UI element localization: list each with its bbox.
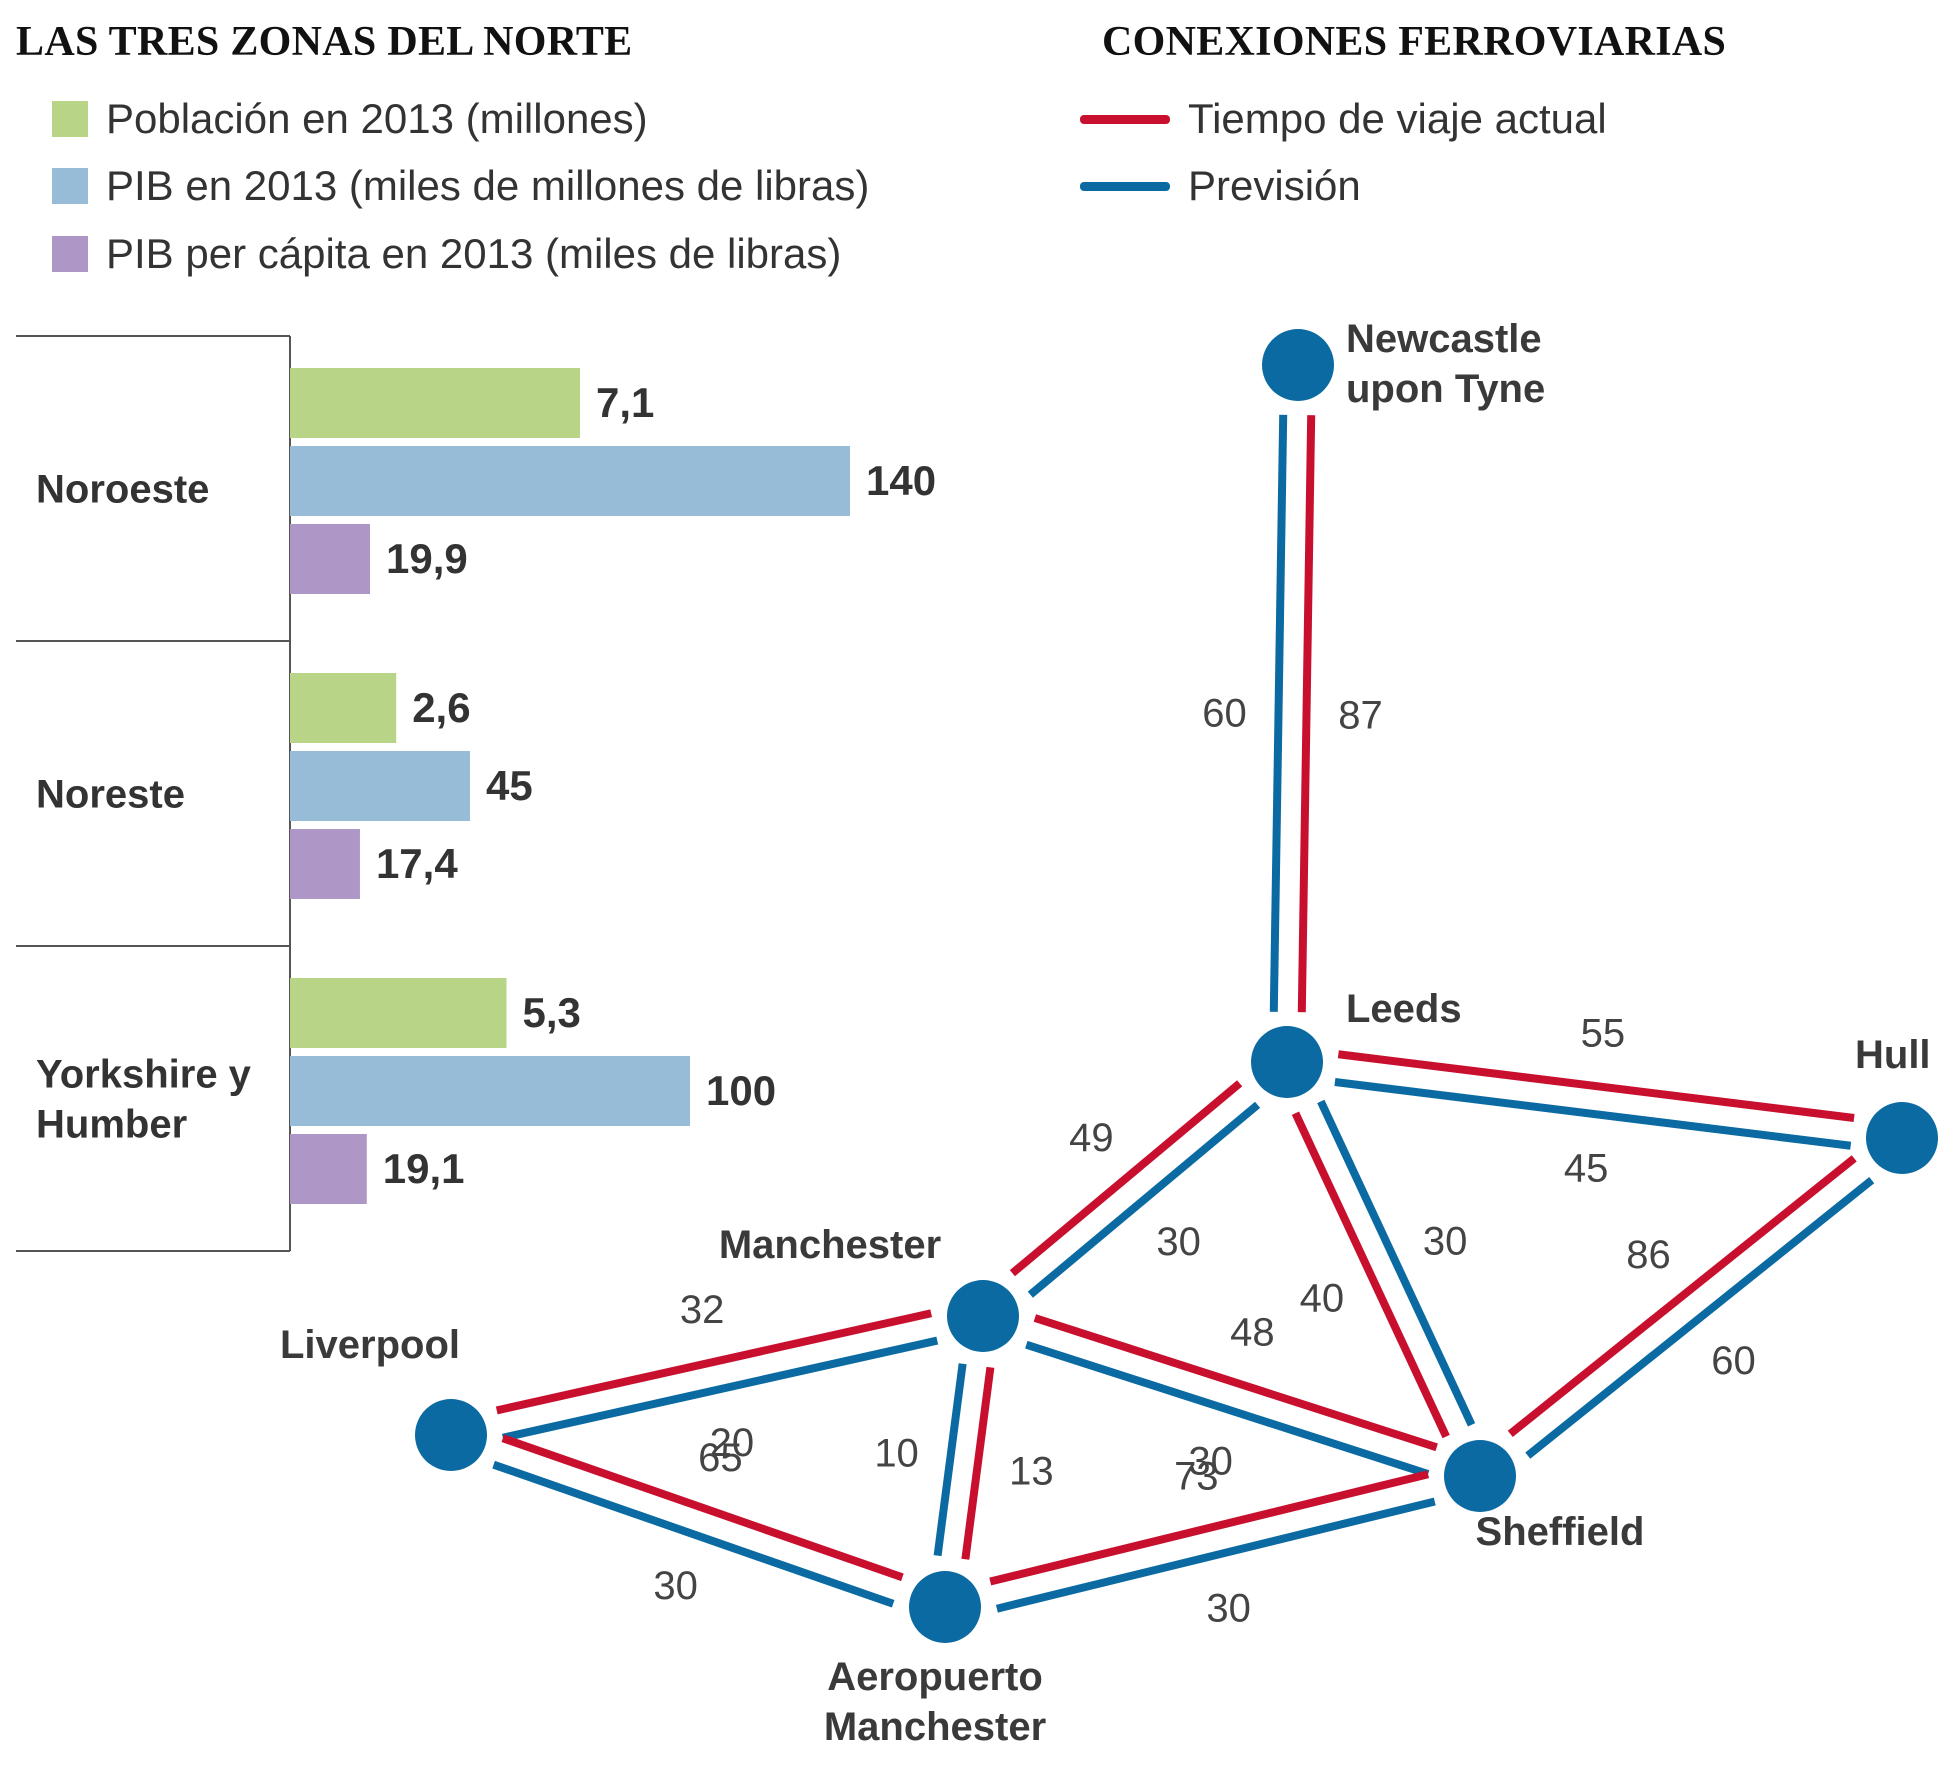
forecast-time-line — [1269, 414, 1288, 1012]
current-time-line — [961, 1366, 995, 1560]
bar-value-label: 19,1 — [383, 1145, 465, 1192]
legend-label-forecast: Previsión — [1188, 162, 1361, 209]
legend-label-gdp-per-capita: PIB per cápita en 2013 (miles de libras) — [106, 230, 842, 277]
legend-label-gdp: PIB en 2013 (miles de millones de libras… — [106, 162, 870, 209]
legend-label-actual-time: Tiempo de viaje actual — [1188, 95, 1607, 142]
bar — [290, 751, 470, 821]
forecast-time-label: 30 — [1423, 1219, 1468, 1263]
current-time-label: 49 — [1069, 1116, 1114, 1160]
legend-item-actual-time: Tiempo de viaje actual — [1080, 95, 1607, 143]
station-node — [947, 1280, 1019, 1352]
forecast-time-line — [501, 1336, 939, 1442]
station-label: Liverpool — [280, 1323, 460, 1367]
region-label: Noreste — [36, 773, 185, 817]
bar — [290, 1056, 690, 1126]
station-label: Hull — [1855, 1033, 1931, 1077]
bar — [290, 829, 360, 899]
forecast-time-label: 30 — [653, 1564, 698, 1608]
current-time-line — [1507, 1155, 1857, 1437]
forecast-time-line — [492, 1460, 895, 1608]
bar-value-label: 17,4 — [376, 840, 458, 887]
forecast-time-label: 60 — [1711, 1339, 1756, 1383]
station-label: Leeds — [1346, 987, 1462, 1031]
current-time-label: 13 — [1009, 1449, 1054, 1493]
forecast-time-line — [1525, 1177, 1875, 1459]
forecast-time-label: 10 — [874, 1432, 919, 1476]
current-time-label: 40 — [1300, 1277, 1345, 1321]
current-time-label: 32 — [680, 1288, 725, 1332]
current-time-line — [1033, 1314, 1438, 1452]
bar-value-label: 2,6 — [412, 684, 470, 731]
current-time-line — [1337, 1050, 1855, 1122]
current-time-label: 73 — [1174, 1454, 1219, 1498]
forecast-time-label: 60 — [1202, 691, 1247, 735]
regional-bar-chart: Noroeste 7,1 140 19,9 Noreste 2,6 45 17,4 Yorksh… — [16, 335, 936, 1252]
bar — [290, 524, 370, 594]
station-label: upon Tyne — [1346, 367, 1545, 411]
legend-swatch-gdp-per-capita — [52, 236, 88, 272]
bar-chart-title: LAS TRES ZONAS DEL NORTE — [16, 19, 633, 65]
current-time-line — [1297, 415, 1316, 1013]
station-node — [1251, 1026, 1323, 1098]
region-label: Yorkshire y — [36, 1053, 252, 1097]
forecast-time-line — [933, 1363, 967, 1557]
station-node — [1866, 1102, 1938, 1174]
bar-value-label: 140 — [866, 457, 936, 504]
station-label: Aeropuerto — [827, 1655, 1043, 1699]
bar-value-label: 19,9 — [386, 535, 468, 582]
bar-value-label: 7,1 — [596, 379, 654, 426]
current-time-line — [501, 1434, 904, 1582]
bar-value-label: 100 — [706, 1067, 776, 1114]
current-time-label: 48 — [1230, 1310, 1275, 1354]
legend-line-forecast — [1080, 181, 1170, 191]
legend-item-gdp-per-capita: PIB per cápita en 2013 (miles de libras) — [52, 230, 841, 278]
region-label: Noroeste — [36, 468, 209, 512]
bar — [290, 978, 507, 1048]
forecast-time-label: 30 — [1206, 1587, 1251, 1631]
network-chart-title: CONEXIONES FERROVIARIAS — [1102, 19, 1727, 65]
forecast-time-line — [995, 1497, 1436, 1613]
bar — [290, 1134, 367, 1204]
bar-value-label: 45 — [486, 762, 533, 809]
forecast-time-label: 20 — [710, 1421, 755, 1465]
legend-label-population: Población en 2013 (millones) — [106, 95, 648, 142]
current-time-label: 86 — [1626, 1233, 1671, 1277]
station-node — [909, 1571, 981, 1643]
current-time-line — [495, 1309, 933, 1415]
current-time-line — [1009, 1080, 1243, 1277]
bar — [290, 368, 580, 438]
station-label: Newcastle — [1346, 317, 1542, 361]
current-time-label: 87 — [1338, 694, 1383, 738]
forecast-time-label: 30 — [1156, 1220, 1201, 1264]
forecast-time-line — [1334, 1078, 1852, 1150]
station-node — [1262, 329, 1334, 401]
bar — [290, 446, 850, 516]
legend-swatch-population — [52, 101, 88, 137]
current-time-line — [989, 1470, 1430, 1586]
forecast-time-label: 30 — [1188, 1440, 1233, 1484]
forecast-time-line — [1027, 1101, 1261, 1298]
bar — [290, 673, 397, 743]
forecast-time-line — [1317, 1099, 1476, 1427]
bar-value-label: 5,3 — [522, 989, 580, 1036]
forecast-time-label: 45 — [1564, 1146, 1609, 1190]
legend-swatch-gdp — [52, 168, 88, 204]
current-time-label: 55 — [1581, 1012, 1626, 1056]
legend-item-gdp: PIB en 2013 (miles de millones de libras… — [52, 162, 869, 210]
station-node — [1444, 1440, 1516, 1512]
region-label: Humber — [36, 1103, 187, 1147]
current-time-label: 65 — [698, 1436, 743, 1480]
legend-item-population: Población en 2013 (millones) — [52, 95, 648, 143]
station-label: Manchester — [824, 1705, 1046, 1749]
station-label: Sheffield — [1476, 1510, 1645, 1554]
station-node — [415, 1399, 487, 1471]
legend-item-forecast: Previsión — [1080, 162, 1361, 210]
forecast-time-line — [1025, 1340, 1430, 1478]
current-time-line — [1291, 1111, 1450, 1439]
legend-line-actual-time — [1080, 114, 1170, 124]
